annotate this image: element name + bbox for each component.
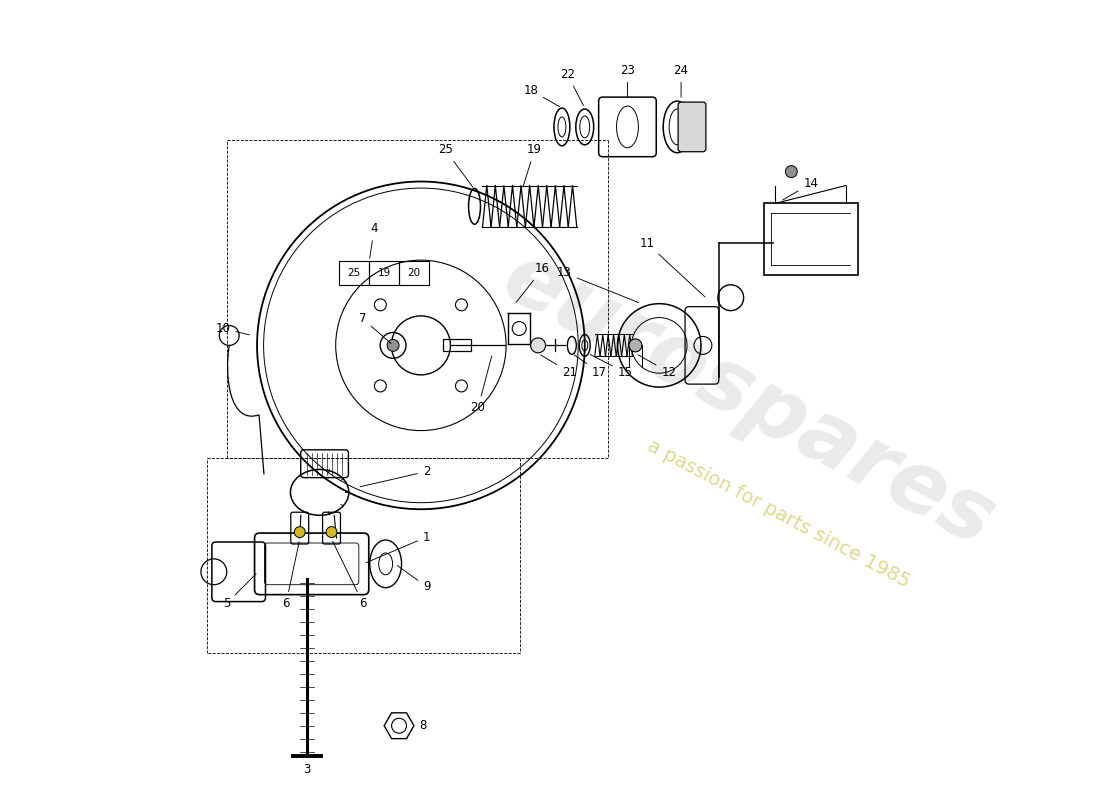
Text: 11: 11 [639, 237, 705, 297]
Circle shape [326, 526, 337, 538]
Text: 21: 21 [540, 354, 576, 378]
FancyBboxPatch shape [678, 102, 706, 152]
Text: 14: 14 [783, 177, 818, 200]
Text: 15: 15 [591, 354, 632, 378]
Text: 19: 19 [377, 268, 390, 278]
Text: 23: 23 [620, 64, 635, 98]
Text: 5: 5 [223, 574, 256, 610]
Text: 1: 1 [366, 530, 430, 562]
Text: 10: 10 [216, 322, 250, 335]
Text: 12: 12 [638, 354, 676, 378]
Circle shape [530, 338, 546, 353]
Text: 4: 4 [370, 222, 378, 258]
Text: 13: 13 [557, 266, 639, 302]
Circle shape [295, 526, 305, 538]
Text: 20: 20 [407, 268, 420, 278]
Text: 22: 22 [560, 68, 583, 106]
Text: eurospares: eurospares [488, 235, 1009, 565]
Text: 3: 3 [302, 763, 310, 776]
Text: 25: 25 [348, 268, 361, 278]
Text: 8: 8 [419, 719, 427, 732]
Text: 18: 18 [524, 84, 560, 106]
Text: 6: 6 [332, 542, 366, 610]
Text: 19: 19 [522, 143, 542, 187]
Circle shape [387, 339, 399, 351]
Text: 16: 16 [516, 262, 550, 302]
Circle shape [629, 339, 642, 352]
Circle shape [785, 166, 798, 178]
Text: 25: 25 [438, 143, 473, 187]
Text: 20: 20 [471, 356, 492, 414]
Text: a passion for parts since 1985: a passion for parts since 1985 [644, 437, 913, 592]
Text: 2: 2 [360, 465, 430, 486]
Text: 6: 6 [283, 542, 299, 610]
Text: 9: 9 [397, 566, 430, 593]
Text: 17: 17 [574, 355, 607, 378]
Text: 7: 7 [359, 312, 390, 343]
Text: 24: 24 [673, 64, 689, 98]
